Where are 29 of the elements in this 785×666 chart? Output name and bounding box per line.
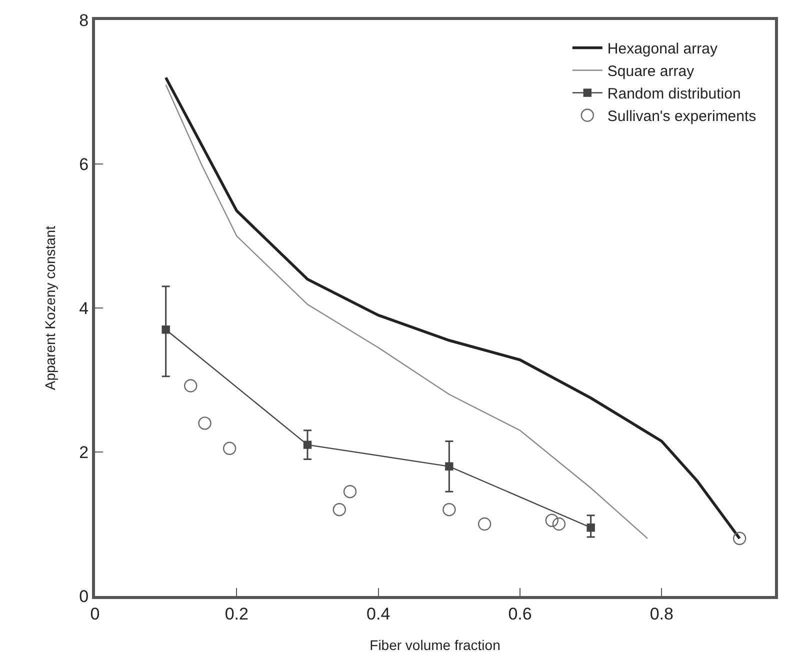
point bbox=[732, 532, 746, 545]
legend-label: Square array bbox=[607, 63, 695, 80]
point bbox=[343, 485, 357, 498]
point bbox=[162, 326, 170, 334]
point bbox=[586, 524, 595, 532]
legend-label: Hexagonal array bbox=[607, 40, 718, 58]
y-tick-label: 6 bbox=[79, 154, 89, 174]
point bbox=[445, 462, 454, 470]
point bbox=[332, 503, 346, 516]
y-tick-label: 2 bbox=[79, 442, 89, 462]
y-tick-label: 0 bbox=[79, 586, 89, 606]
x-tick-label: 0.8 bbox=[650, 604, 674, 624]
legend-label: Random distribution bbox=[607, 86, 741, 103]
point bbox=[303, 440, 312, 449]
x-axis-title: Fiber volume fraction bbox=[370, 637, 500, 653]
y-tick-label: 8 bbox=[79, 10, 89, 30]
legend-label: Sullivan's experiments bbox=[607, 108, 756, 126]
point bbox=[198, 416, 212, 430]
x-tick-label: 0.2 bbox=[224, 604, 248, 624]
x-tick-label: 0.6 bbox=[508, 604, 532, 624]
y-tick-label: 4 bbox=[79, 298, 89, 318]
point bbox=[442, 503, 456, 516]
point bbox=[184, 379, 198, 392]
point bbox=[545, 514, 558, 527]
point bbox=[552, 517, 566, 531]
point bbox=[222, 442, 236, 455]
x-tick-label: 0.4 bbox=[366, 604, 390, 624]
point bbox=[478, 517, 492, 531]
y-axis-title: Apparent Kozeny constant bbox=[42, 226, 58, 390]
